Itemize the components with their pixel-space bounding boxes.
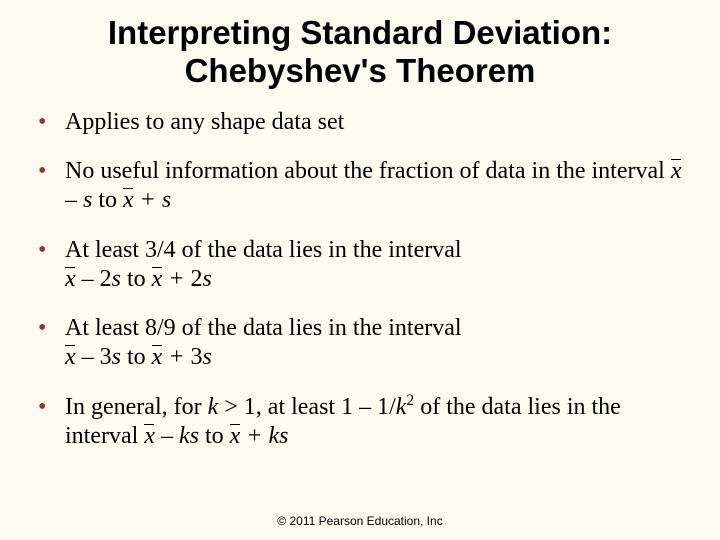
s-symbol: s <box>83 187 92 213</box>
slide-title: Interpreting Standard Deviation: Chebysh… <box>35 14 685 90</box>
title-line-1: Interpreting Standard Deviation: <box>108 14 612 51</box>
bullet-5-mid: to <box>199 423 230 449</box>
bullet-5-prefix: In general, for <box>65 394 208 420</box>
two-s: 2s <box>100 266 121 292</box>
xbar-symbol: x <box>671 157 682 186</box>
s-symbol: s <box>203 266 212 292</box>
xbar-symbol: x <box>230 422 241 451</box>
bullet-1: Applies to any shape data set <box>35 108 685 137</box>
minus-sign: – <box>65 187 83 213</box>
ks-symbol: ks <box>179 423 199 449</box>
xbar-symbol: x <box>65 343 76 372</box>
bullet-5-frag1: > 1, at least 1 – 1/ <box>218 394 396 420</box>
bullet-2: No useful information about the fraction… <box>35 157 685 216</box>
bullet-4-prefix: At least 8/9 of the data lies in the int… <box>65 315 462 341</box>
bullet-4: At least 8/9 of the data lies in the int… <box>35 314 685 373</box>
minus-sign: – <box>76 344 100 370</box>
k-symbol: k <box>208 394 219 420</box>
plus-sign: + <box>240 423 268 449</box>
three-s: 3s <box>100 344 121 370</box>
k-symbol: k <box>396 394 407 420</box>
s-symbol: s <box>203 344 212 370</box>
xbar-symbol: x <box>65 265 76 294</box>
xbar-symbol: x <box>152 343 163 372</box>
minus-sign: – <box>76 266 100 292</box>
slide-container: Interpreting Standard Deviation: Chebysh… <box>0 0 720 451</box>
bullet-1-text: Applies to any shape data set <box>65 109 344 135</box>
bullet-4-mid: to <box>121 344 152 370</box>
xbar-symbol: x <box>144 422 155 451</box>
bullet-list: Applies to any shape data set No useful … <box>35 108 685 451</box>
xbar-symbol: x <box>152 265 163 294</box>
s-symbol: s <box>112 344 121 370</box>
plus-sign: + <box>162 266 190 292</box>
three-s: 3s <box>191 344 212 370</box>
minus-sign: – <box>155 423 179 449</box>
plus-sign: + <box>134 187 162 213</box>
bullet-5: In general, for k > 1, at least 1 – 1/k2… <box>35 393 685 452</box>
bullet-2-mid: to <box>92 187 123 213</box>
plus-sign: + <box>162 344 190 370</box>
bullet-3-prefix: At least 3/4 of the data lies in the int… <box>65 237 462 263</box>
two-s: 2s <box>191 266 212 292</box>
bullet-2-prefix: No useful information about the fraction… <box>65 158 671 184</box>
s-symbol: s <box>162 187 171 213</box>
ks-symbol: ks <box>269 423 289 449</box>
title-line-2: Chebyshev's Theorem <box>185 52 536 89</box>
copyright-footer: © 2011 Pearson Education, Inc <box>0 514 720 528</box>
s-symbol: s <box>112 266 121 292</box>
bullet-3-mid: to <box>121 266 152 292</box>
bullet-3: At least 3/4 of the data lies in the int… <box>35 236 685 295</box>
xbar-symbol: x <box>123 186 134 215</box>
